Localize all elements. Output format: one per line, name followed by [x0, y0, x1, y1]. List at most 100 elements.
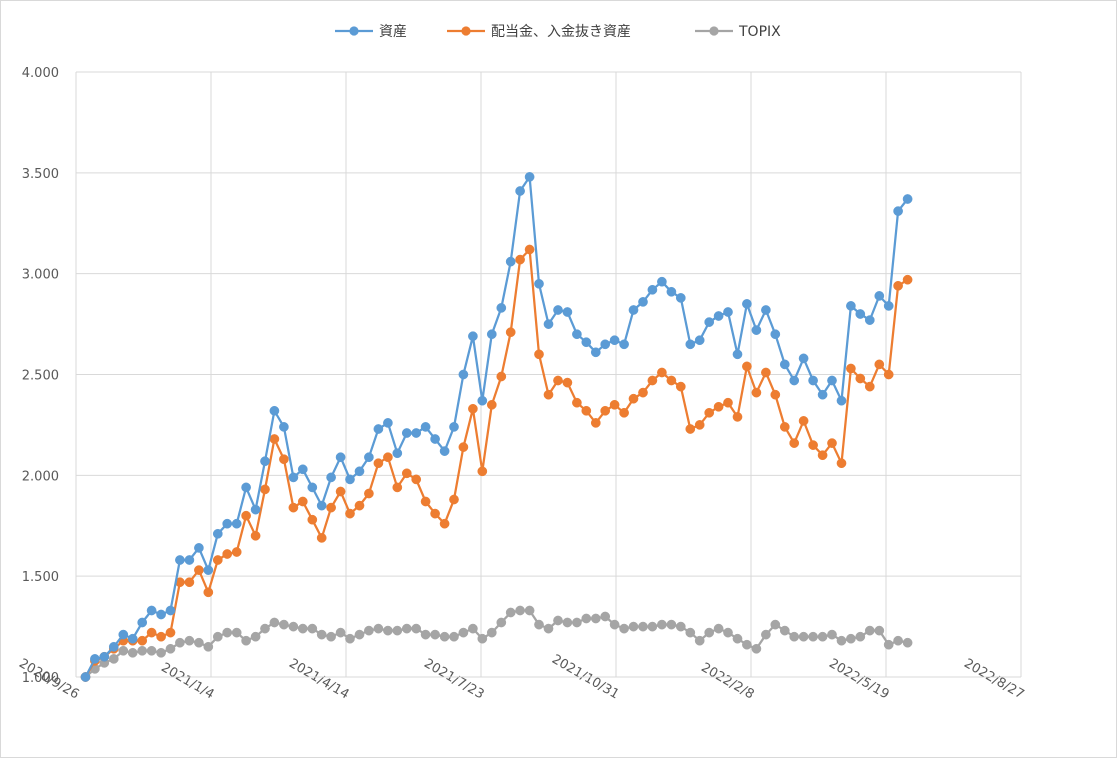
data-point: [638, 387, 648, 398]
data-point: [430, 629, 440, 640]
y-tick-label: 2.000: [22, 469, 59, 484]
data-point: [751, 643, 762, 654]
legend-item: 配当金、入金抜き資産: [447, 24, 631, 40]
data-point: [468, 403, 478, 414]
data-point: [543, 623, 554, 634]
data-point: [184, 635, 195, 646]
data-point: [534, 349, 544, 360]
legend: 資産 配当金、入金抜き資産 TOPIX: [335, 24, 781, 40]
data-point: [194, 565, 204, 575]
data-point: [411, 623, 422, 634]
data-point: [260, 623, 270, 634]
data-point: [609, 335, 620, 346]
legend-item: TOPIX: [695, 24, 781, 40]
data-point: [279, 422, 289, 432]
data-point: [902, 194, 913, 204]
data-point: [250, 631, 261, 642]
data-point: [364, 488, 374, 499]
data-point: [789, 631, 800, 642]
y-tick-label: 3.000: [22, 268, 59, 283]
data-point: [146, 645, 157, 656]
series-line: [84, 609, 908, 678]
data-point: [534, 278, 544, 289]
data-point: [118, 629, 129, 640]
data-point: [619, 407, 629, 418]
data-point: [893, 206, 903, 216]
data-point: [808, 375, 818, 386]
data-point: [477, 633, 488, 644]
data-point: [250, 530, 261, 541]
data-point: [401, 623, 412, 634]
data-point: [364, 452, 374, 463]
data-point: [836, 395, 847, 406]
data-point: [704, 627, 715, 638]
data-point: [590, 347, 601, 358]
data-point: [789, 375, 800, 386]
data-point: [496, 617, 507, 628]
data-point: [335, 452, 346, 463]
data-point: [562, 307, 573, 317]
data-point: [515, 605, 525, 616]
data-point: [883, 301, 894, 311]
data-point: [515, 186, 525, 196]
data-point: [269, 434, 280, 444]
data-point: [449, 494, 459, 505]
data-point: [628, 305, 639, 315]
data-point: [808, 440, 818, 450]
data-point: [874, 359, 885, 370]
x-tick-label: 2021/1/4: [158, 660, 216, 702]
data-point: [496, 371, 507, 382]
data-point: [779, 359, 790, 370]
data-point: [108, 654, 119, 664]
data-point: [581, 337, 592, 348]
data-point: [543, 389, 554, 400]
data-point: [458, 627, 469, 638]
legend-label: 配当金、入金抜き資産: [491, 24, 631, 40]
data-point: [723, 307, 733, 317]
data-point: [619, 623, 629, 634]
data-point: [373, 424, 384, 434]
data-point: [657, 276, 667, 287]
data-point: [600, 611, 611, 622]
data-point: [732, 633, 743, 644]
data-point: [279, 454, 289, 465]
series-1: [80, 244, 913, 682]
y-tick-label: 2.500: [22, 369, 59, 384]
data-point: [486, 329, 497, 340]
data-point: [798, 416, 809, 426]
data-point: [203, 587, 214, 598]
data-point: [723, 397, 733, 408]
data-point: [572, 617, 582, 628]
data-point: [439, 446, 450, 456]
data-point: [902, 274, 913, 285]
data-point: [761, 629, 771, 640]
data-point: [694, 635, 705, 646]
data-point: [411, 428, 422, 438]
data-point: [789, 438, 800, 448]
data-point: [817, 389, 828, 400]
data-point: [779, 422, 790, 432]
data-point: [751, 387, 762, 398]
data-point: [175, 555, 185, 565]
data-point: [279, 619, 289, 630]
data-point: [316, 500, 327, 511]
data-point: [231, 627, 242, 638]
series-line: [84, 248, 909, 678]
data-point: [316, 629, 327, 640]
data-point: [846, 301, 856, 311]
data-point: [572, 397, 582, 408]
data-point: [241, 510, 251, 521]
data-point: [316, 533, 327, 543]
data-point: [638, 621, 648, 632]
data-point: [127, 647, 138, 658]
data-point: [628, 621, 639, 632]
data-point: [713, 401, 724, 412]
data-point: [496, 303, 507, 313]
data-point: [864, 315, 875, 325]
data-point: [590, 613, 601, 624]
data-point: [165, 605, 176, 616]
data-point: [515, 254, 525, 265]
data-point: [297, 623, 308, 634]
data-point: [770, 329, 781, 340]
